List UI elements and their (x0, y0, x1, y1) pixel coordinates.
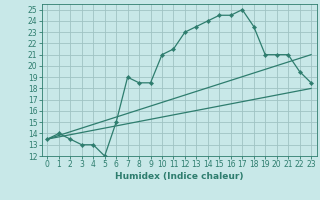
X-axis label: Humidex (Indice chaleur): Humidex (Indice chaleur) (115, 172, 244, 181)
